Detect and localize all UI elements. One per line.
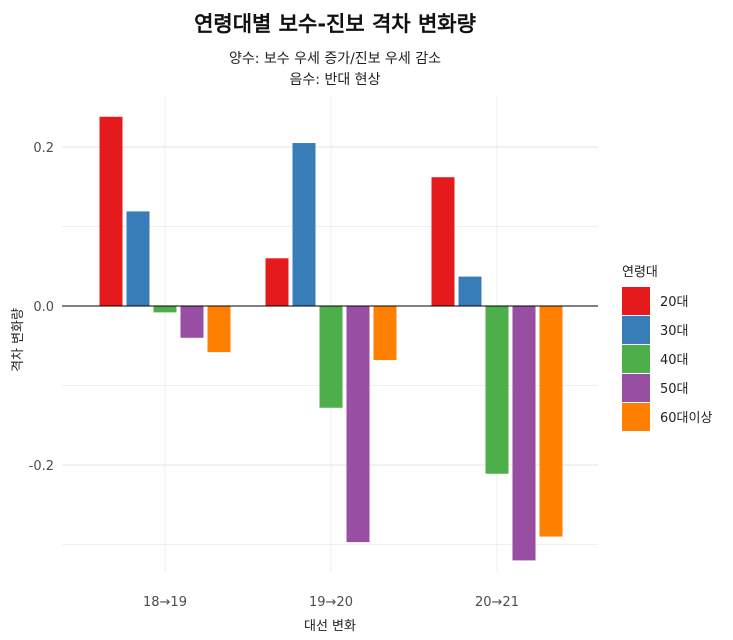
legend-item: 40대 [622,344,732,373]
legend-swatch [622,344,650,373]
legend: 연령대 20대 30대 40대 50대 60대이상 [622,261,732,431]
legend-label: 20대 [660,295,689,310]
bar-30대-19→20 [292,143,316,306]
bar-40대-19→20 [319,306,343,408]
x-tick-label: 20→21 [475,595,519,610]
bar-30대-18→19 [126,211,150,306]
bar-60대이상-20→21 [539,306,563,537]
legend-swatch [622,286,650,315]
legend-swatch [622,402,650,431]
x-tick-label: 18→19 [143,595,187,610]
y-axis-title: 격차 변화량 [11,308,26,372]
chart-subtitle-line-1: 양수: 보수 우세 증가/진보 우세 감소 [228,51,441,67]
bar-60대이상-18→19 [207,306,231,353]
legend-label: 30대 [660,324,689,339]
legend-item: 30대 [622,315,732,344]
legend-label: 50대 [660,382,689,397]
bar-50대-20→21 [512,306,536,561]
bar-30대-20→21 [458,276,482,306]
bar-40대-20→21 [485,306,509,474]
y-tick-label: 0.2 [33,141,54,156]
bar-60대이상-19→20 [373,306,397,361]
bar-20대-18→19 [99,116,123,306]
legend-title: 연령대 [622,265,658,280]
x-axis-title: 대선 변화 [304,619,356,634]
bar-50대-19→20 [346,306,370,543]
legend-label: 60대이상 [660,411,713,426]
bar-50대-18→19 [180,306,204,338]
y-tick-label: 0.0 [33,300,54,315]
legend-item: 50대 [622,373,732,402]
chart-subtitle-line-2: 음수: 반대 현상 [289,72,381,88]
bar-20대-19→20 [265,258,289,306]
bar-20대-20→21 [431,177,455,306]
legend-item: 60대이상 [622,402,732,431]
bar-40대-18→19 [153,306,177,313]
legend-label: 40대 [660,353,689,368]
legend-items: 20대 30대 40대 50대 60대이상 [622,286,732,431]
legend-item: 20대 [622,286,732,315]
y-tick-label: -0.2 [29,459,54,474]
legend-swatch [622,315,650,344]
chart-title: 연령대별 보수-진보 격차 변화량 [194,12,476,36]
x-tick-label: 19→20 [309,595,353,610]
legend-swatch [622,373,650,402]
